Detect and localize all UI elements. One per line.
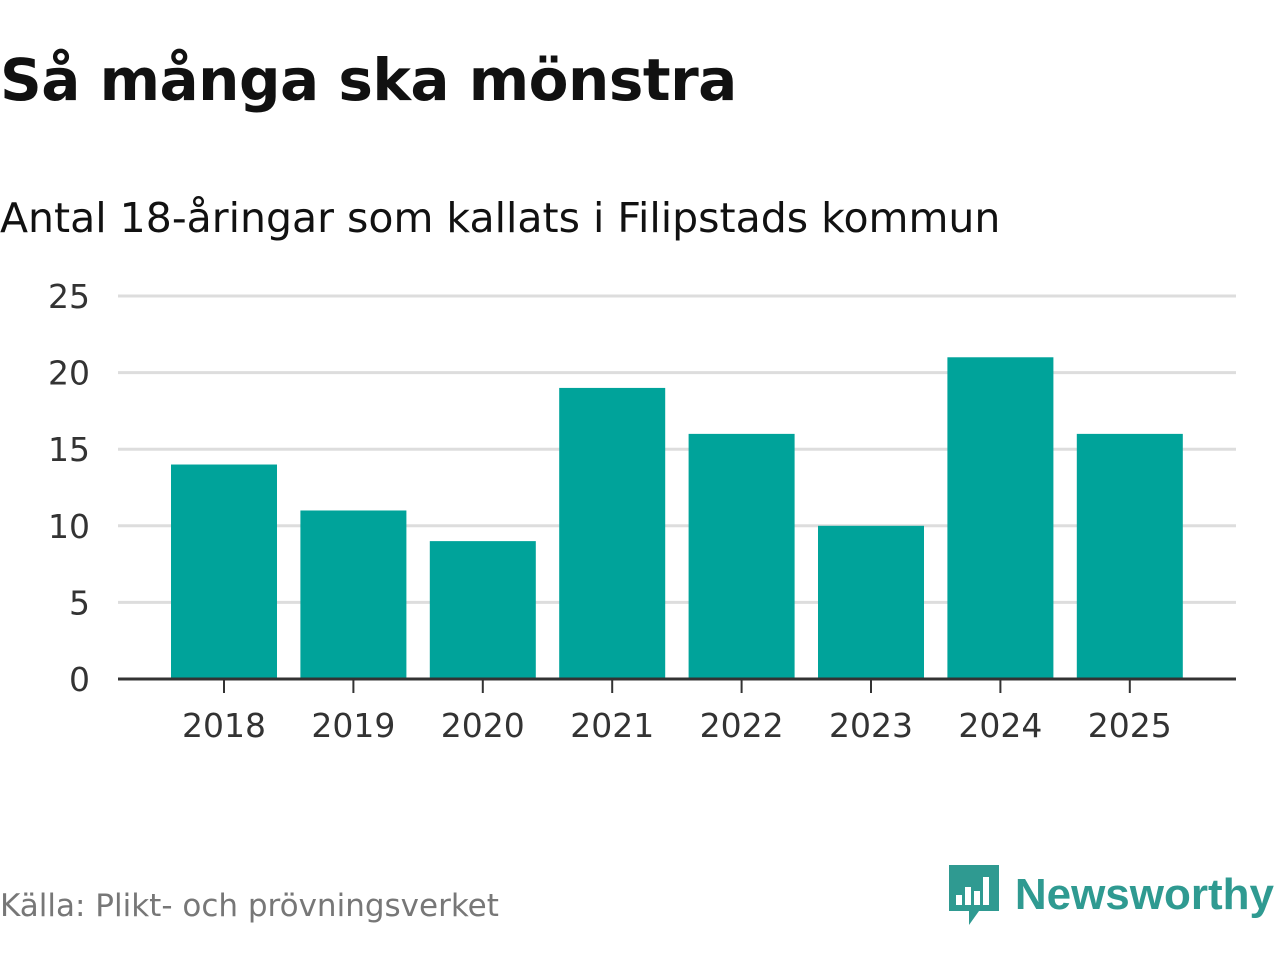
bar-2022 xyxy=(688,433,795,679)
y-tick-label: 20 xyxy=(48,354,90,393)
y-axis-ticks: 0 5 10 15 20 25 xyxy=(48,277,90,699)
x-tick-label: 2025 xyxy=(1088,706,1172,745)
y-tick-label: 5 xyxy=(69,583,90,622)
y-tick-label: 25 xyxy=(48,277,90,316)
bar-2024 xyxy=(947,357,1054,679)
x-tick-label: 2019 xyxy=(311,706,395,745)
x-tick-label: 2023 xyxy=(829,706,913,745)
x-tick-label: 2024 xyxy=(958,706,1042,745)
x-tick-label: 2020 xyxy=(441,706,525,745)
bar-2025 xyxy=(1076,433,1183,679)
y-tick-label: 10 xyxy=(48,507,90,546)
x-tick-label: 2022 xyxy=(700,706,784,745)
bar-2023 xyxy=(818,525,924,679)
chart-subtitle: Antal 18-åringar som kallats i Filipstad… xyxy=(0,194,1001,242)
bar-2020 xyxy=(429,541,536,679)
chart-title: Så många ska mönstra xyxy=(0,46,737,114)
bar-2019 xyxy=(300,510,407,679)
x-axis-ticks: 2018 2019 2020 2021 2022 2023 2024 2025 xyxy=(182,679,1172,745)
newsworthy-logo-icon xyxy=(948,865,999,925)
y-tick-label: 0 xyxy=(69,660,90,699)
x-tick-label: 2018 xyxy=(182,706,266,745)
y-tick-label: 15 xyxy=(48,430,90,469)
bars xyxy=(171,357,1183,679)
x-tick-label: 2021 xyxy=(570,706,654,745)
source-note: Källa: Plikt- och prövningsverket xyxy=(0,888,499,924)
bar-2018 xyxy=(171,464,277,679)
brand-logo: Newsworthy xyxy=(948,862,1274,928)
gridlines xyxy=(118,294,1236,604)
bar-2021 xyxy=(559,387,666,679)
brand-name: Newsworthy xyxy=(1014,870,1274,919)
